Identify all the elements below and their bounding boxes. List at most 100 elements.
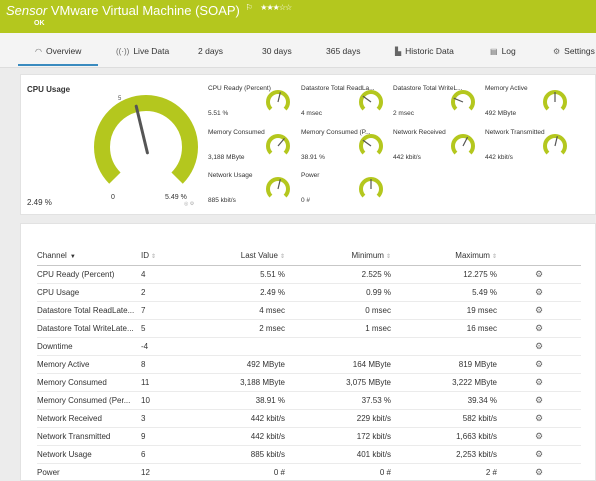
table-row[interactable]: Datastore Total ReadLate... 7 4 msec 0 msec… [37,301,581,320]
mini-gauge-icon [543,90,567,111]
gauge-datastore-read[interactable]: Datastore Total ReadLa... 4 msec [301,85,391,129]
table-row[interactable]: Memory Active 8 492 MByte 164 MByte 819 MByt… [37,355,581,374]
sort-icon: ⇕ [279,253,285,260]
status-badge: OK [34,20,45,27]
mini-gauge-arc [266,177,290,198]
tab-historic-data[interactable]: ▙ Historic Data [395,46,454,56]
mini-gauge-arc [451,134,475,155]
settings-icon[interactable]: ⚙ [534,358,544,369]
gauge-value: 5.51 % [208,110,229,117]
gauge-network-usage[interactable]: Network Usage 885 kbit/s [208,172,298,216]
tab-365-days[interactable]: 365 days [326,46,361,56]
table-row[interactable]: Downtime -4 ⚙ [37,337,581,356]
settings-icon[interactable]: ⚙ [534,376,544,387]
mini-gauge-arc [451,90,475,111]
mini-gauge-icon [266,134,290,155]
tab-bar: ◠ Overview ((·)) Live Data 2 days 30 days … [0,33,596,68]
gauge-cpu-ready[interactable]: CPU Ready (Percent) 5.51 % [208,85,298,129]
mini-gauge-needle [554,136,558,147]
tab-2-days[interactable]: 2 days [198,46,224,56]
column-header-id[interactable]: ID ⇕ [141,246,195,266]
cpu-usage-gauge[interactable]: 5 [91,92,201,197]
settings-icon[interactable]: ⚙ [534,304,544,315]
gauge-min-label: 0 [111,194,115,201]
gauge-tick-label: 5 [118,96,122,102]
gauge-label: Memory Consumed (P... [301,129,371,136]
gauge-network-received[interactable]: Network Received 442 kbit/s [393,129,483,173]
mini-gauge-needle [277,179,281,190]
settings-icon[interactable]: ⚙ [534,430,544,441]
live-data-icon: ((·)) [116,47,130,56]
gauge-label: Network Usage [208,172,253,179]
flag-icon[interactable]: ⚐ [245,3,253,12]
gauge-value: 885 kbit/s [208,197,236,204]
mini-gauge-needle [462,136,469,147]
mini-gauge-needle [453,97,464,103]
settings-icon[interactable]: ⚙ [534,466,544,477]
settings-icon[interactable]: ⚙ [534,448,544,459]
gauge-icon: ◠ [35,47,42,56]
gauge-datastore-write[interactable]: Datastore Total WriteL... 2 msec [393,85,483,129]
tab-log[interactable]: ▤ Log [490,46,516,56]
mini-gauge-needle [277,138,285,147]
mini-gauge-arc [266,90,290,111]
tab-overview[interactable]: ◠ Overview [35,46,82,56]
gauges-panel: CPU Usage 5 0 5.49 % ◎ ⚙ 2.49 % CPU Read… [20,74,596,215]
settings-icon[interactable]: ⚙ [534,322,544,333]
column-header-channel[interactable]: Channel ▼ [37,246,141,266]
mini-gauge-icon [359,90,383,111]
table-row[interactable]: Datastore Total WriteLate... 5 2 msec 1 mse… [37,319,581,338]
column-header-minimum[interactable]: Minimum ⇕ [285,246,391,266]
sensor-kind: Sensor [6,3,48,18]
table-row[interactable]: CPU Usage 2 2.49 % 0.99 % 5.49 % ⚙ [37,283,581,302]
sort-icon: ⇕ [151,253,157,260]
column-header-actions [497,246,581,266]
gauge-memory-consumed[interactable]: Memory Consumed 3,188 MByte [208,129,298,173]
gauge-label: CPU Ready (Percent) [208,85,271,92]
table-row[interactable]: Memory Consumed 11 3,188 MByte 3,075 MByte 3… [37,373,581,392]
gauge-label: Network Received [393,129,446,136]
mini-gauge-arc [359,134,383,155]
gauge-label: Datastore Total ReadLa... [301,85,375,92]
settings-icon[interactable]: ⚙ [534,286,544,297]
gauge-network-transmitted[interactable]: Network Transmitted 442 kbit/s [485,129,575,173]
table-row[interactable]: Power 12 0 #0 #2 # ⚙ [37,463,581,481]
mini-gauge-icon [266,177,290,198]
column-header-last-value[interactable]: Last Value ⇕ [195,246,285,266]
settings-icon[interactable]: ⚙ [534,340,544,351]
page-title: Sensor VMware Virtual Machine (SOAP) ⚐ ★… [6,3,292,18]
gauge-power[interactable]: Power 0 # [301,172,391,216]
mini-gauge-icon [359,177,383,198]
tab-settings[interactable]: ⚙ Settings [553,46,595,56]
channels-panel: Channel ▼ ID ⇕ Last Value ⇕ Minimum ⇕ Maximu… [20,223,596,481]
gauge-value: 38.91 % [301,154,325,161]
mini-gauge-arc [359,90,383,111]
settings-icon[interactable]: ⚙ [534,412,544,423]
gauge-label: Datastore Total WriteL... [393,85,463,92]
mini-gauge-icon [451,90,475,111]
gauge-label: Memory Active [485,85,528,92]
gauge-memory-active[interactable]: Memory Active 492 MByte [485,85,575,129]
gauge-memory-consumed-percent[interactable]: Memory Consumed (P... 38.91 % [301,129,391,173]
tab-live-data[interactable]: ((·)) Live Data [116,46,170,56]
settings-icon[interactable]: ⚙ [534,268,544,279]
log-icon: ▤ [490,47,498,56]
settings-icon[interactable]: ⚙ [534,394,544,405]
column-header-maximum[interactable]: Maximum ⇕ [391,246,497,266]
table-row[interactable]: Network Transmitted 9 442 kbit/s 172 kbit/s… [37,427,581,446]
mini-gauge-arc [266,134,290,155]
table-row[interactable]: CPU Ready (Percent) 4 5.51 % 2.525 % 12.275 … [37,265,581,284]
gauge-value: 442 kbit/s [485,154,513,161]
tab-30-days[interactable]: 30 days [262,46,292,56]
gauge-tools-icon[interactable]: ◎ ⚙ [184,201,195,207]
gauge-value: 2 msec [393,110,414,117]
gauge-value: 3,188 MByte [208,154,245,161]
table-row[interactable]: Memory Consumed (Per... 10 38.91 % 37.53 % 3… [37,391,581,410]
table-row[interactable]: Network Usage 6 885 kbit/s 401 kbit/s 2,253 … [37,445,581,464]
mini-gauge-needle [362,95,372,103]
sort-icon: ⇕ [385,253,391,260]
table-row[interactable]: Network Received 3 442 kbit/s 229 kbit/s 582… [37,409,581,428]
priority-stars-icon[interactable]: ★★★☆☆ [260,3,292,12]
gauge-value: 4 msec [301,110,322,117]
gauge-label: Memory Consumed [208,129,265,136]
